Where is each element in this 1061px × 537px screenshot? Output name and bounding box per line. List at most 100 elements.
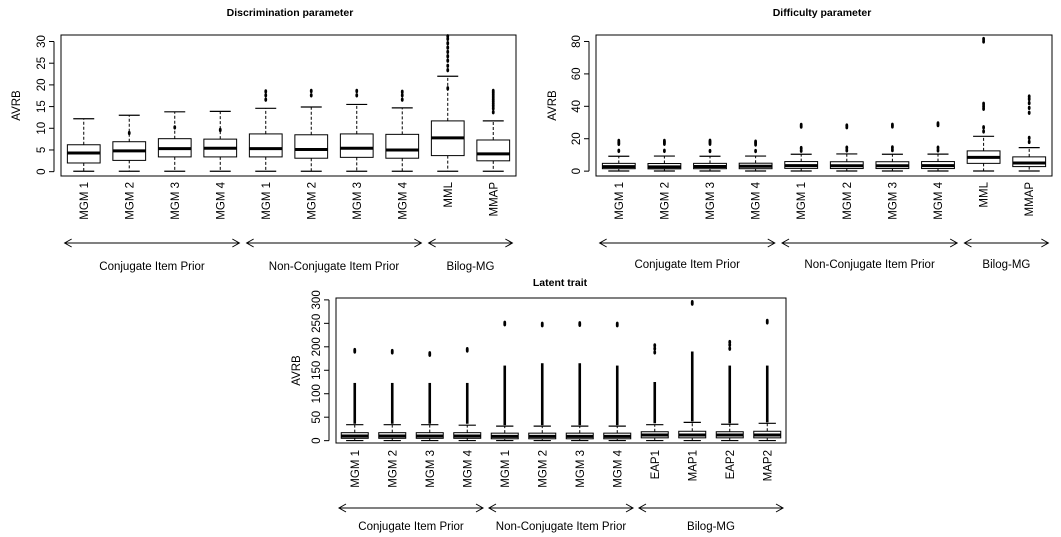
y-tick-label: 0 (36, 168, 48, 174)
plot-frame (595, 34, 1053, 177)
outlier-point (446, 34, 450, 39)
y-tick-label: 40 (571, 100, 583, 113)
group-label: Bilog-MG (982, 259, 1030, 271)
box-iqr (339, 133, 374, 158)
y-tick-label: 15 (36, 100, 48, 113)
outlier-point (264, 97, 268, 102)
box-4: MGM 4 (203, 110, 238, 220)
outlier-point (663, 148, 666, 154)
category-label: MML (979, 181, 991, 207)
category-label: MMAP (1024, 182, 1036, 217)
arrowhead-right (625, 503, 635, 513)
group-1: Conjugate Item Prior (63, 238, 241, 273)
category-label: MGM 1 (261, 182, 273, 220)
chart-title: Difficulty parameter (773, 7, 872, 19)
chart-1: Discrimination parameter 0 5 10 15 20 25 30 AVRB… (11, 7, 517, 273)
outlier-point (446, 58, 450, 63)
outlier-point (465, 346, 469, 352)
outlier-point (982, 36, 985, 42)
category-label: MML (443, 181, 455, 207)
arrowhead-right (1041, 238, 1050, 248)
arrowhead-right (767, 238, 776, 248)
arrowhead-left (598, 238, 607, 248)
box-10: MMAP (1012, 94, 1047, 217)
group-1: Conjugate Item Prior (598, 238, 776, 271)
category-label: EAP1 (650, 450, 662, 479)
box-9: EAP1 (640, 343, 669, 479)
outlier-point (400, 89, 404, 95)
category-label: MGM 3 (705, 182, 717, 220)
outlier-point (428, 351, 432, 356)
category-label: MGM 2 (842, 182, 854, 220)
group-label: Bilog-MG (447, 261, 495, 273)
arrowhead-left (637, 503, 647, 513)
outlier-point (355, 93, 359, 98)
category-label: MGM 4 (751, 181, 763, 219)
outlier-point (218, 127, 222, 133)
category-label: MGM 4 (397, 181, 409, 219)
outlier-point (446, 63, 450, 69)
outlier-point (1027, 110, 1031, 115)
outlier-point (891, 145, 894, 150)
group-label: Non-Conjugate Item Prior (269, 261, 400, 273)
outlier-point (446, 67, 450, 73)
category-label: MGM 2 (537, 450, 549, 488)
outlier-point (728, 346, 732, 351)
box-6: MGM 2 (294, 88, 329, 220)
category-label: MGM 4 (462, 449, 474, 487)
y-tick-label: 20 (36, 78, 48, 91)
category-label: MGM 3 (352, 182, 364, 220)
category-label: MAP2 (762, 450, 774, 481)
outlier-point (615, 321, 619, 327)
outlier-point (845, 123, 849, 128)
y-tick-label: 25 (36, 57, 48, 70)
category-label: MGM 2 (659, 182, 671, 220)
outlier-point (845, 145, 849, 150)
arrowhead-left (427, 238, 436, 248)
box-5: MGM 1 (784, 122, 819, 220)
outlier-point (765, 318, 769, 324)
outlier-point (728, 339, 732, 345)
box-3: MGM 3 (157, 111, 192, 220)
outlier-point (491, 88, 495, 94)
box-iqr (248, 133, 283, 158)
group-label: Conjugate Item Prior (634, 259, 740, 271)
arrowhead-right (505, 238, 514, 248)
y-tick-label: 300 (311, 290, 323, 309)
outlier-point (309, 93, 313, 98)
plot-frame (60, 34, 517, 177)
y-tick-label: 10 (36, 122, 48, 135)
category-label: MGM 3 (170, 182, 182, 220)
category-label: MGM 1 (350, 450, 362, 488)
group-label: Non-Conjugate Item Prior (496, 521, 627, 533)
group-label: Bilog-MG (687, 521, 735, 533)
outlier-point (491, 110, 495, 115)
outlier-point (446, 41, 450, 46)
outlier-point (653, 346, 657, 351)
box-8: MGM 4 (603, 321, 632, 488)
y-tick-label: 250 (311, 314, 323, 333)
group-2: Non-Conjugate Item Prior (487, 503, 635, 533)
group-label: Non-Conjugate Item Prior (804, 259, 935, 271)
category-label: MGM 4 (612, 449, 624, 487)
arrowhead-right (414, 238, 423, 248)
outlier-point (891, 122, 894, 127)
box-iqr (294, 134, 329, 159)
y-tick-label: 30 (36, 35, 48, 48)
box-7: MGM 3 (339, 88, 374, 220)
category-label: MGM 3 (887, 182, 899, 220)
outlier-point (400, 97, 404, 102)
box-9: MML (966, 36, 1001, 208)
box-7: MGM 3 (565, 321, 594, 488)
outlier-point (690, 300, 694, 305)
outlier-point (754, 139, 757, 144)
arrowhead-right (232, 238, 241, 248)
category-label: MGM 1 (500, 450, 512, 488)
group-2: Non-Conjugate Item Prior (781, 238, 959, 271)
outlier-point (578, 321, 582, 326)
outlier-point (400, 93, 404, 98)
chart-2: Difficulty parameter 0 20 40 60 80 AVRB MGM 1 MG… (547, 7, 1053, 271)
chart-3: Latent trait 0 50 100 150 200 250 300 AVRB MGM 1 M… (291, 277, 787, 533)
outlier-point (446, 49, 450, 55)
